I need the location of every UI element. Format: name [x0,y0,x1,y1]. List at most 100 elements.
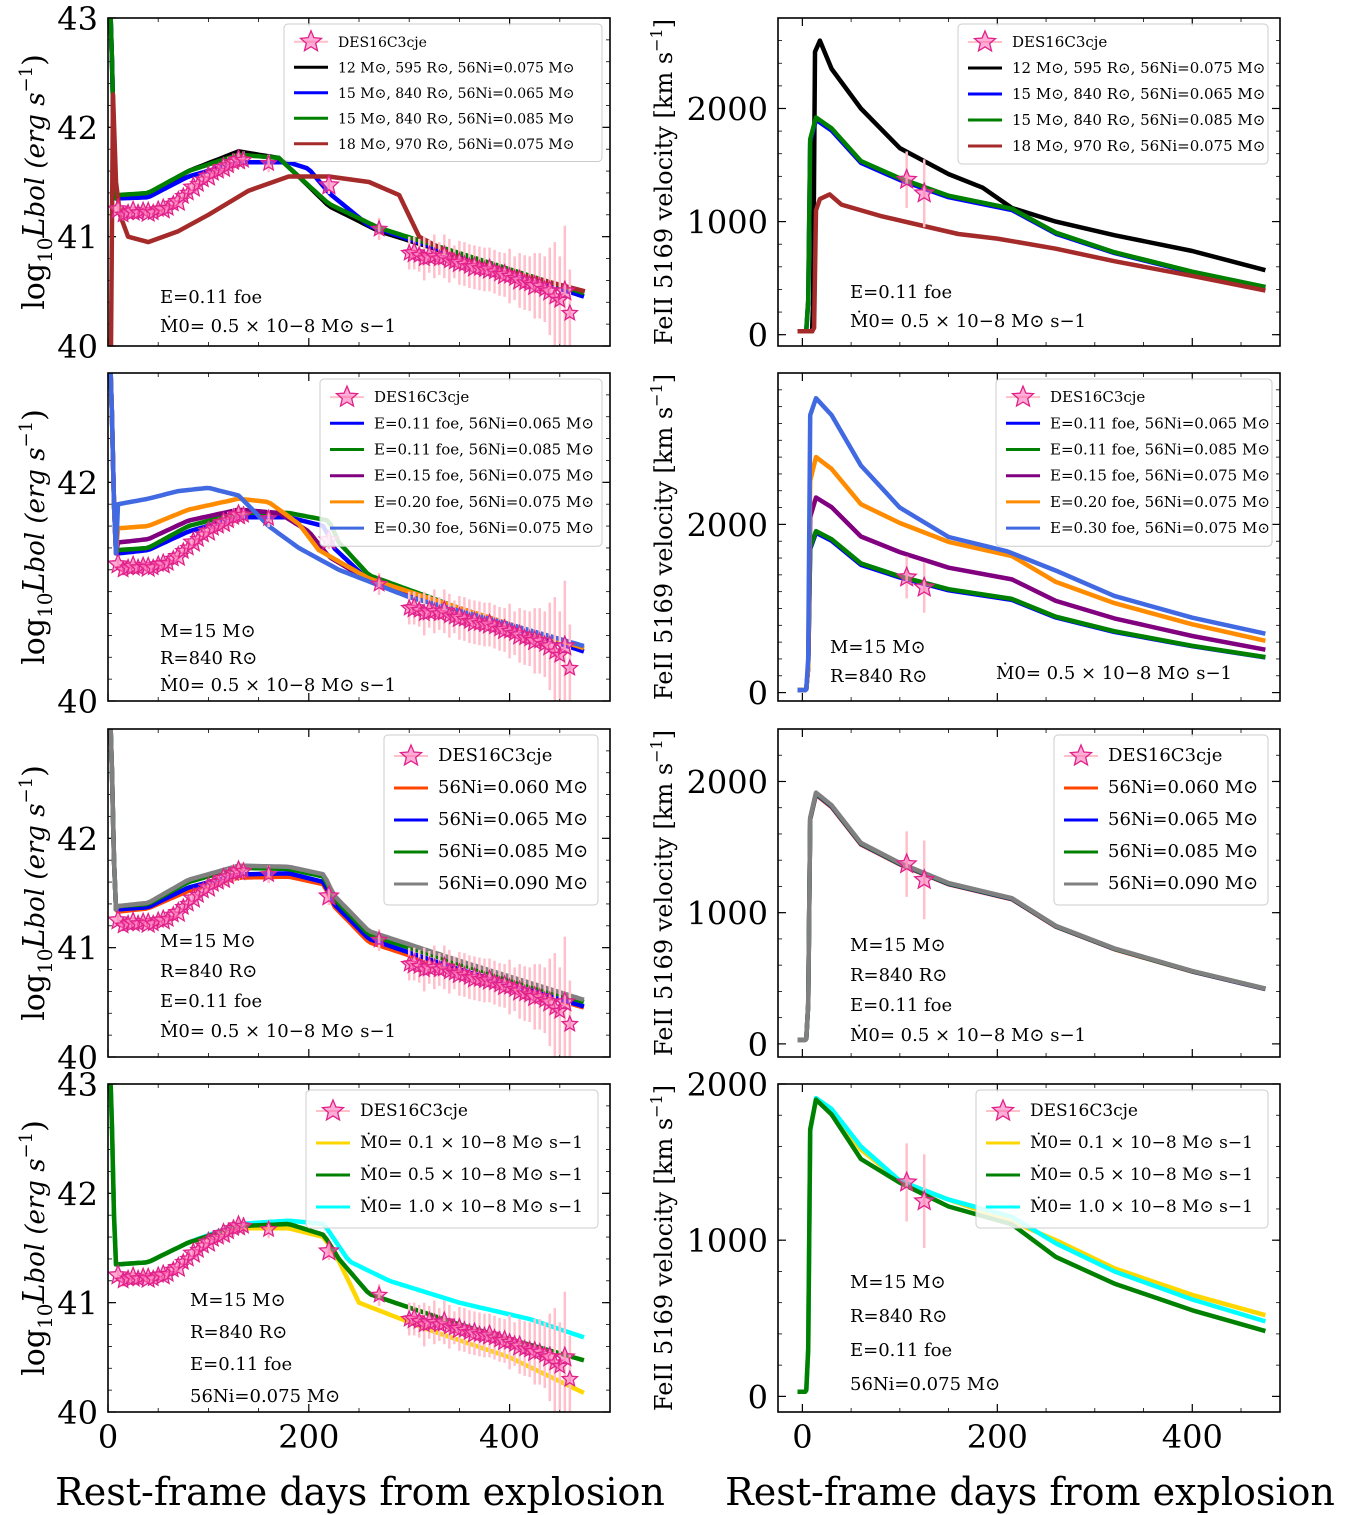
legend-label: E=0.30 foe, 56Ni=0.075 M⊙ [374,519,594,537]
data-star [895,565,918,587]
ylabel-part: −1 [16,421,37,448]
annotation-text: Ṁ0= 0.5 × 10−8 M⊙ s−1 [160,1019,396,1042]
data-star [560,658,579,677]
plot-area [797,395,1266,693]
annotations: M=15 M⊙ R=840 R⊙ E=0.11 foe Ṁ0= 0.5 × 10−8 … [850,935,1086,1046]
legend-label: E=0.20 foe, 56Ni=0.075 M⊙ [374,493,594,511]
annotation-text: Ṁ0= 0.5 × 10−8 M⊙ s−1 [160,314,396,337]
ylabel-vel: FeII 5169 velocity [km s−1] [647,19,678,345]
plot-area [108,373,585,701]
ylabel-part: FeII 5169 velocity [km s [650,52,678,345]
ylabel-part: ) [17,54,52,66]
ylabel-part: ] [650,19,678,28]
legend-label: E=0.15 foe, 56Ni=0.075 M⊙ [1050,467,1270,485]
ticks: 40 41 42 43 0 200 400 [57,1066,611,1456]
legend: DES16C3cje 56Ni=0.060 M⊙ 56Ni=0.065 M⊙ 56Ni… [1053,734,1269,906]
ytick-label: 2000 [687,506,768,544]
legend-box [957,23,1269,165]
model-line [797,192,1266,334]
legend-star [1010,384,1036,408]
legend: DES16C3cje E=0.11 foe, 56Ni=0.065 M⊙ E=0.1… [319,378,603,547]
legend: DES16C3cje E=0.11 foe, 56Ni=0.065 M⊙ E=0.1… [995,378,1273,547]
legend-label: 12 M⊙, 595 R⊙, 56Ni=0.075 M⊙ [338,60,574,76]
ylabel-part: log [17,974,52,1021]
data-star [553,1345,576,1367]
xtick-label: 200 [278,1418,339,1456]
annotation-text: R=840 R⊙ [190,1322,287,1343]
data-star [895,852,918,874]
xtick-label: 0 [792,1418,812,1456]
ylabel-part: 10 [33,948,57,973]
panel-r3-vel: 0 1000 2000 DES16C3cje 56Ni=0.060 M⊙ 56Ni=0.0… [687,728,1281,1064]
ticks: 0 1000 2000 [687,17,1280,355]
legend-label: E=0.11 foe, 56Ni=0.065 M⊙ [374,414,594,432]
legend-star [972,29,998,53]
legend-box [305,1089,599,1229]
data-star [560,303,579,322]
legend: DES16C3cje Ṁ0= 0.1 × 10−8 M⊙ s−1 Ṁ0= 0.5 ×… [975,1089,1269,1229]
legend-star [320,1098,346,1122]
legend-box [283,23,603,162]
plot-area [108,1084,585,1412]
legend-label: Ṁ0= 0.1 × 10−8 M⊙ s−1 [1030,1132,1253,1153]
legend-label: 15 M⊙, 840 R⊙, 56Ni=0.065 M⊙ [1012,85,1265,103]
model-line [797,790,1266,1043]
annotation-text: M=15 M⊙ [850,935,946,956]
data-star [560,1369,579,1388]
data-star [317,884,340,906]
axes-frame [777,1083,1281,1413]
legend-label: 56Ni=0.060 M⊙ [1108,777,1258,798]
ytick-label: 1000 [687,895,768,933]
legend-label: E=0.11 foe, 56Ni=0.065 M⊙ [1050,414,1270,432]
annotations: M=15 M⊙ R=840 R⊙ E=0.11 foe 56Ni=0.075 M⊙ [850,1272,1000,1395]
ylabel-part: bol (erg s [21,92,51,217]
panel-r4-lum: 40 41 42 43 0 200 400 DES16C3cje Ṁ0= 0.1 × 10−8 … [57,1066,611,1456]
legend-box [383,734,599,906]
ylabel-part: FeII 5169 velocity [km s [650,407,678,700]
plot-area [797,1095,1267,1394]
ylabel-part: −1 [16,66,37,93]
ytick-label: 42 [57,109,98,147]
legend-label: DES16C3cje [1012,33,1107,51]
xlabel-right: Rest-frame days from explosion [725,1470,1335,1514]
ylabel-part: ] [650,374,678,383]
legend-star [298,29,324,52]
axes-frame [777,372,1281,702]
ylabel-part: FeII 5169 velocity [km s [650,763,678,1056]
panels-group: 40 41 42 43 DES16C3cje 12 M⊙, 595 R⊙, 56Ni=0.… [57,0,1281,1456]
annotation-text: R=840 R⊙ [160,961,257,982]
legend-label: 12 M⊙, 595 R⊙, 56Ni=0.075 M⊙ [1012,59,1265,77]
ytick-label: 2000 [687,1066,768,1104]
annotations: M=15 M⊙ R=840 R⊙ E=0.11 foe 56Ni=0.075 M⊙ [190,1290,340,1407]
panel-r2-lum: 40 42 DES16C3cje E=0.11 foe, 56Ni=0.065 M⊙ E… [57,372,611,721]
data-star [317,173,340,195]
data-star [369,930,389,948]
legend-label: 56Ni=0.090 M⊙ [1108,873,1258,894]
axes-frame [107,1083,611,1413]
ylabel-part: ) [17,1120,52,1132]
left-ylabels: log10Lbol (erg s−1)log10Lbol (erg s−1)lo… [16,54,57,1376]
data-star [259,1219,278,1238]
ytick-label: 41 [57,930,98,968]
ylabel-part: log [17,1329,52,1376]
annotation-text: E=0.11 foe [850,282,952,303]
data-star [553,279,576,301]
annotation-text: R=840 R⊙ [850,965,947,986]
annotation-text: M=15 M⊙ [850,1272,946,1293]
ylabel-part: −1 [647,383,666,407]
legend-box [995,378,1273,547]
annotation-text: E=0.11 foe [850,995,952,1016]
plot-area [797,790,1266,1043]
legend-label: 56Ni=0.085 M⊙ [438,841,588,862]
ytick-label: 40 [57,1039,98,1077]
ticks: 40 41 42 [57,729,611,1077]
data-star [259,508,278,527]
legend-label: E=0.11 foe, 56Ni=0.085 M⊙ [1050,441,1270,459]
legend-label: DES16C3cje [360,1101,468,1121]
ylabel-lum: log10Lbol (erg s−1) [16,1120,57,1376]
ylabel-lum: log10Lbol (erg s−1) [16,54,57,310]
legend-label: DES16C3cje [438,745,552,766]
ylabel-part: −1 [647,1094,666,1118]
ticks: 0 2000 [687,372,1280,713]
ylabel-part: bol (erg s [21,1158,51,1283]
